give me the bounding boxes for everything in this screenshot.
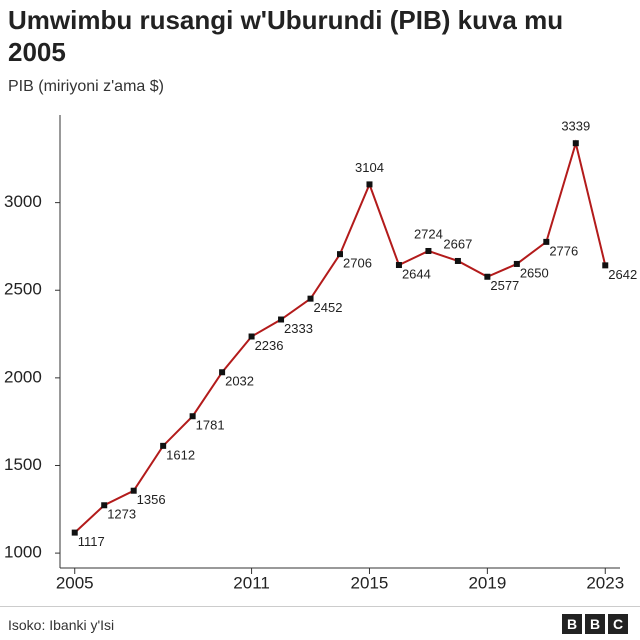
marker bbox=[484, 273, 491, 280]
logo-letter: B bbox=[585, 614, 605, 634]
logo-letter: C bbox=[608, 614, 628, 634]
logo: B B C bbox=[562, 614, 628, 634]
divider bbox=[0, 606, 640, 607]
x-tick-label: 2015 bbox=[351, 573, 389, 592]
data-label: 2236 bbox=[255, 338, 284, 353]
data-label: 2452 bbox=[314, 300, 343, 315]
marker bbox=[395, 262, 402, 269]
data-label: 2650 bbox=[520, 265, 549, 280]
marker bbox=[572, 140, 579, 147]
marker bbox=[130, 487, 137, 494]
y-tick-label: 2000 bbox=[4, 367, 42, 386]
marker bbox=[513, 260, 520, 267]
data-label: 2706 bbox=[343, 256, 372, 271]
data-label: 2032 bbox=[225, 374, 254, 389]
data-label: 3104 bbox=[355, 160, 384, 175]
data-label: 1781 bbox=[196, 418, 225, 433]
marker bbox=[71, 529, 78, 536]
marker bbox=[543, 238, 550, 245]
data-label: 2642 bbox=[608, 267, 637, 282]
data-line bbox=[74, 139, 607, 534]
marker bbox=[278, 316, 285, 323]
data-label: 2577 bbox=[490, 278, 519, 293]
marker bbox=[160, 442, 167, 449]
marker bbox=[189, 413, 196, 420]
data-label: 2333 bbox=[284, 321, 313, 336]
data-label: 1273 bbox=[107, 507, 136, 522]
marker bbox=[337, 251, 343, 258]
marker bbox=[425, 247, 432, 254]
logo-letter: B bbox=[562, 614, 582, 634]
data-label: 2724 bbox=[414, 226, 443, 241]
y-tick-label: 2500 bbox=[4, 280, 42, 299]
y-axis-label: PIB (miriyoni z'ama $) bbox=[8, 78, 164, 95]
marker bbox=[307, 295, 314, 302]
data-label: 2667 bbox=[443, 236, 472, 251]
data-label: 3339 bbox=[561, 119, 590, 134]
chart-title: Umwimbu rusangi w'Uburundi (PIB) kuva mu… bbox=[8, 5, 564, 67]
x-tick-label: 2011 bbox=[233, 573, 270, 592]
marker bbox=[602, 262, 609, 269]
data-label: 1612 bbox=[166, 447, 195, 462]
marker bbox=[219, 369, 226, 376]
data-label: 2644 bbox=[402, 266, 431, 281]
marker bbox=[248, 333, 255, 340]
y-tick-label: 3000 bbox=[4, 192, 42, 211]
x-tick-label: 2023 bbox=[586, 573, 624, 592]
marker bbox=[454, 257, 461, 264]
source: Isoko: Ibanki y'Isi bbox=[8, 617, 115, 633]
x-tick-label: 2005 bbox=[56, 573, 94, 592]
data-label: 2776 bbox=[549, 243, 578, 258]
marker bbox=[101, 502, 108, 509]
x-tick-label: 2019 bbox=[468, 573, 506, 592]
data-label: 1117 bbox=[78, 534, 105, 549]
data-label: 1356 bbox=[137, 492, 166, 507]
y-tick-label: 1500 bbox=[4, 455, 42, 474]
y-tick-label: 1000 bbox=[4, 543, 42, 562]
marker bbox=[366, 181, 373, 188]
